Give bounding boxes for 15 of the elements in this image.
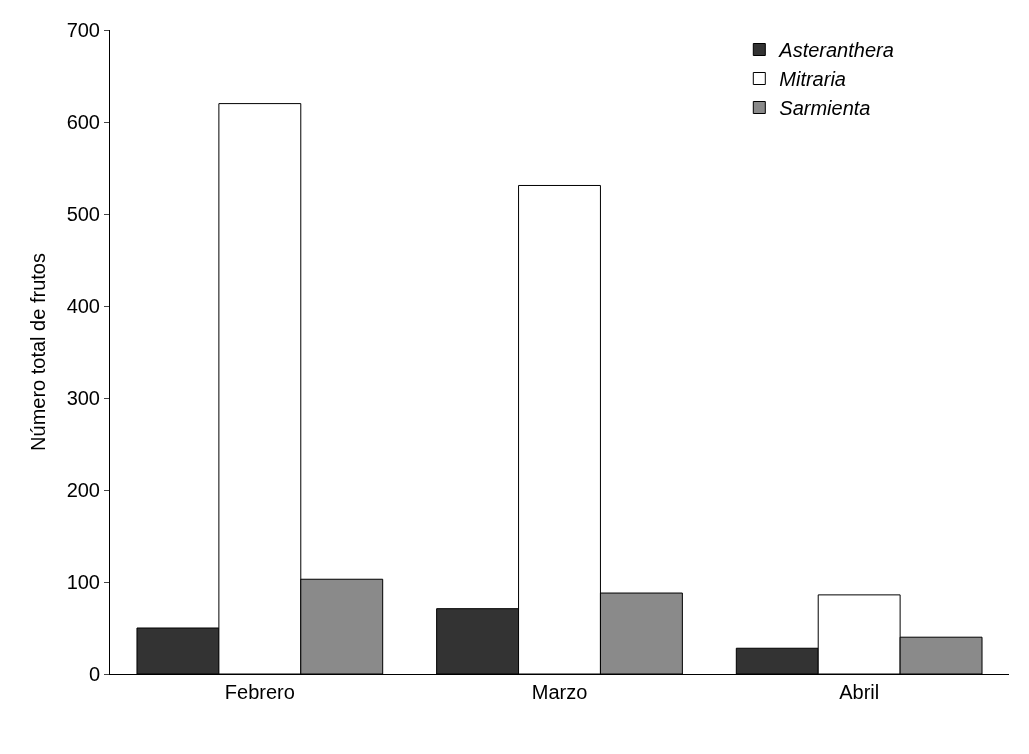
y-tick-label: 600 [66, 111, 100, 133]
y-tick-label: 0 [88, 663, 100, 685]
legend-label: Sarmienta [779, 97, 871, 120]
y-tick-label: 300 [66, 387, 100, 409]
y-tick-label: 400 [66, 295, 100, 317]
y-tick-label: 700 [66, 19, 100, 41]
y-tick-label: 200 [66, 479, 100, 501]
x-tick-label: Abril [839, 681, 880, 703]
legend-label: Asteranthera [778, 39, 894, 62]
legend-label: Mitraria [779, 68, 846, 91]
y-tick-label: 500 [66, 203, 100, 225]
y-tick-label: 100 [66, 571, 100, 593]
y-axis-title: Número total de frutos [27, 253, 50, 451]
x-tick-label: Marzo [531, 681, 588, 703]
x-tick-label: Febrero [224, 681, 295, 703]
